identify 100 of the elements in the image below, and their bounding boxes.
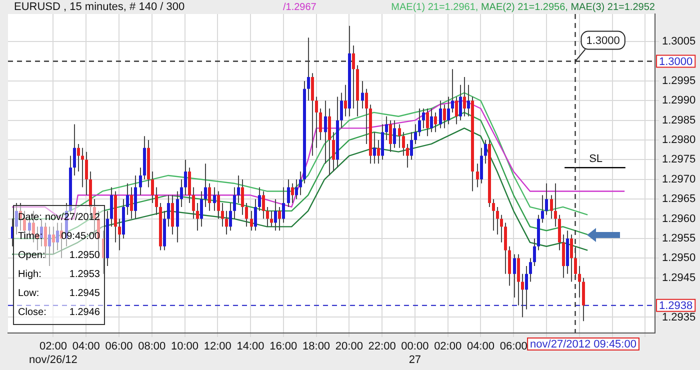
candlestick [529,258,532,282]
candlestick [221,202,224,228]
candlestick [208,182,211,212]
x-tick-label: 00:00 27 [401,340,429,366]
candlestick [426,108,429,137]
candlestick [467,84,470,117]
y-tick-label: 1.2980 [662,134,696,146]
candlestick [250,210,253,232]
y-tick-label: 1.2985 [662,114,696,126]
candlestick [204,163,207,208]
candlestick [578,266,581,298]
candlestick [56,222,59,251]
candlestick [545,182,548,216]
candlestick [262,190,265,220]
y-tick-label: 1.2950 [662,252,696,264]
candlestick [171,194,174,236]
candlestick [241,178,244,216]
candlestick [213,186,216,212]
candlestick [455,96,458,125]
candlestick [126,182,129,216]
candlestick [480,147,483,184]
candlestick [398,124,401,148]
candlestick [344,84,347,117]
candlestick [324,100,327,164]
annotation: nov/27/2012 [44,211,100,225]
candlestick [439,100,442,129]
candlestick [434,112,437,133]
candlestick [328,108,331,176]
candlestick [365,88,368,144]
candlestick [402,132,405,156]
y-tick-label: 1.3005 [662,36,696,48]
candlestick [393,120,396,148]
candlestick [418,108,421,137]
x-tick-label: 04:00 [72,340,100,353]
candlestick [533,238,536,267]
x-tick-label: 14:00 [236,340,264,353]
candlestick [389,120,392,152]
candlestick [188,167,191,204]
candlestick [554,182,557,228]
candlestick [44,222,47,259]
chart-title: EURUSD , 15 minutes, # 140 / 300 [14,1,185,13]
annotation: Close: [18,306,46,320]
candlestick [225,210,228,236]
candlestick [496,206,499,236]
candlestick [410,132,413,160]
annotation: Time: [18,230,43,244]
candlestick [287,178,290,208]
candlestick [266,206,269,228]
x-tick-label: 08:00 [138,340,166,353]
candlestick [406,143,409,168]
candlestick [77,143,80,172]
annotation: 1.3000 [586,34,620,47]
text: MAE(2) 21=1.2956, [480,2,569,13]
candlestick [582,277,585,322]
y-tick-label: 1.2945 [662,272,696,284]
annotation: High: [18,268,42,282]
candlestick [233,186,236,220]
candlestick [192,186,195,220]
candlestick [245,202,248,228]
text: nov/27/2012 09:45:00 [530,338,636,351]
text: MAE(3) 21=1.2952 [570,2,655,13]
x-tick-label: 10:00 [170,340,199,353]
candlestick [151,171,154,204]
candlestick [73,124,76,176]
candlestick [541,194,544,224]
candlestick [311,72,314,156]
candlestick [155,186,158,216]
candlestick [463,76,466,117]
annotation: SL [589,153,603,166]
candlestick [550,194,553,220]
annotation: 1.3000 [659,56,693,68]
candlestick [52,226,55,255]
annotation: 1.2953 [69,268,100,282]
candlestick [484,140,487,164]
candlestick [110,186,113,228]
candlestick [299,171,302,196]
annotation: Date: [18,211,42,225]
annotation: 1.2950 [69,249,100,263]
x-tick-label: 02:00 [434,340,462,353]
candlestick [513,254,516,298]
candlestick [200,190,203,228]
candlestick [48,226,51,267]
candlestick [459,84,462,121]
annotation: 1.2945 [69,287,100,301]
candlestick [525,266,528,310]
candlestick [167,194,170,228]
candlestick [274,198,277,232]
annotation: Low: [18,287,40,301]
candlestick [229,202,232,232]
candlestick [85,151,88,196]
candlestick [130,186,133,220]
candlestick [504,222,507,274]
candlestick [558,214,561,251]
x-tick-label: 18:00 [302,340,330,353]
x-tick-label: 06:00 [105,340,133,353]
y-tick-label: 1.2990 [662,94,696,107]
candlestick [40,218,43,247]
candlestick [134,174,137,220]
annotation: 09:45:00 [61,230,100,244]
candlestick [282,186,285,224]
